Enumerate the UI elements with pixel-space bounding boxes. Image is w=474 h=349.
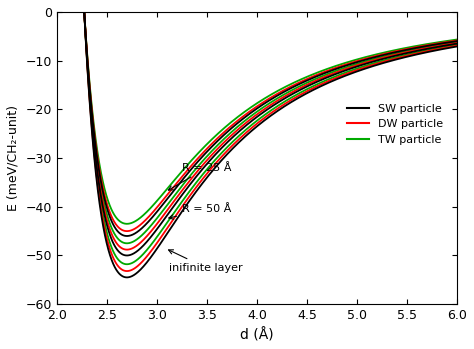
X-axis label: d (Å): d (Å) (240, 328, 274, 342)
Legend: SW particle, DW particle, TW particle: SW particle, DW particle, TW particle (342, 99, 447, 149)
Text: R = 50 Å: R = 50 Å (169, 204, 231, 219)
Text: inifinite layer: inifinite layer (169, 250, 243, 273)
Text: R = 25 Å: R = 25 Å (168, 163, 231, 190)
Y-axis label: E (meV/CH₂-unit): E (meV/CH₂-unit) (7, 105, 20, 211)
